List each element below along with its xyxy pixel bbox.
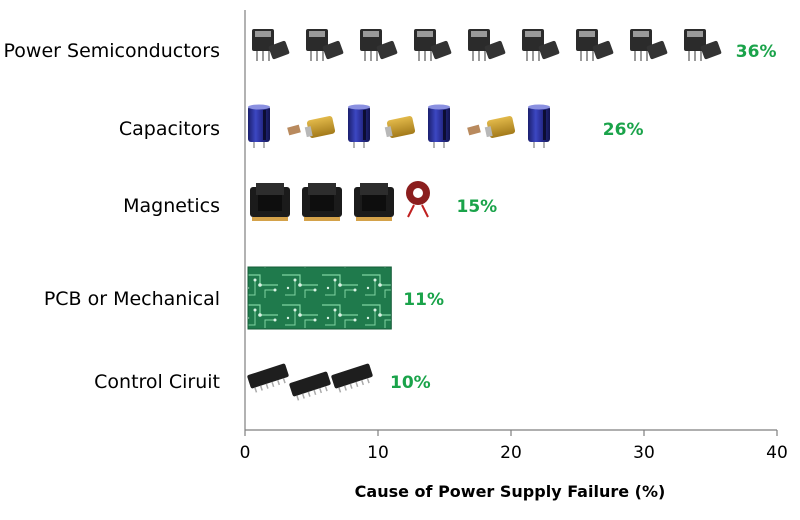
category-label-2: Magnetics (123, 195, 220, 217)
category-label-0: Power Semiconductors (4, 40, 220, 62)
category-label-3: PCB or Mechanical (44, 288, 220, 310)
chip-capacitor-icon-1 (287, 124, 301, 136)
x-axis-title: Cause of Power Supply Failure (%) (355, 482, 666, 501)
bars (246, 28, 723, 402)
bar-3 (247, 266, 392, 330)
tantalum-capacitor-icon-2 (304, 115, 336, 139)
capacitor-icon-3 (347, 103, 371, 149)
value-labels: 36% 26% 15% 11% 10% (390, 42, 777, 393)
transistor-icon-6 (575, 28, 615, 62)
value-label-0: 36% (736, 42, 777, 62)
ic-chip-icon-2 (330, 362, 374, 394)
transistor-icon-5 (521, 28, 561, 62)
category-label-1: Capacitors (119, 118, 220, 140)
inductor-icon-0 (250, 183, 290, 221)
transistor-icon-8 (683, 28, 723, 62)
transistor-icon-2 (359, 28, 399, 62)
x-tick-label-3: 30 (633, 443, 655, 463)
x-tick-label-2: 20 (500, 443, 522, 463)
value-label-1: 26% (603, 120, 644, 140)
tantalum-capacitor-icon-7 (484, 115, 516, 139)
x-tick-label-0: 0 (240, 443, 251, 463)
transistor-icon-1 (305, 28, 345, 62)
transistor-icon-0 (251, 28, 291, 62)
value-label-4: 10% (390, 373, 431, 393)
category-label-4: Control Ciruit (94, 371, 220, 393)
value-label-2: 15% (457, 197, 498, 217)
x-tick-label-1: 10 (367, 443, 389, 463)
transistor-icon-7 (629, 28, 669, 62)
capacitor-icon-0 (247, 103, 271, 149)
value-label-3: 11% (403, 290, 444, 310)
bar-4 (246, 362, 374, 402)
x-tick-label-4: 40 (766, 443, 788, 463)
capacitor-icon-5 (427, 103, 451, 149)
chip-capacitor-icon-6 (467, 124, 481, 136)
toroid-icon-3 (405, 180, 431, 218)
capacitor-icon-8 (527, 103, 551, 149)
ic-chip-icon-0 (246, 362, 290, 394)
inductor-icon-1 (302, 183, 342, 221)
transistor-icon-3 (413, 28, 453, 62)
category-labels: Power Semiconductors Capacitors Magnetics P… (4, 40, 220, 393)
bar-0 (251, 28, 723, 62)
tantalum-capacitor-icon-4 (384, 115, 416, 139)
circuit-board-icon (247, 266, 392, 330)
x-axis-ticks: 0 10 20 30 40 (240, 430, 788, 463)
ic-chip-icon-1 (288, 370, 332, 402)
inductor-icon-2 (354, 183, 394, 221)
bar-2 (250, 180, 431, 221)
transistor-icon-4 (467, 28, 507, 62)
bar-1 (247, 103, 551, 149)
